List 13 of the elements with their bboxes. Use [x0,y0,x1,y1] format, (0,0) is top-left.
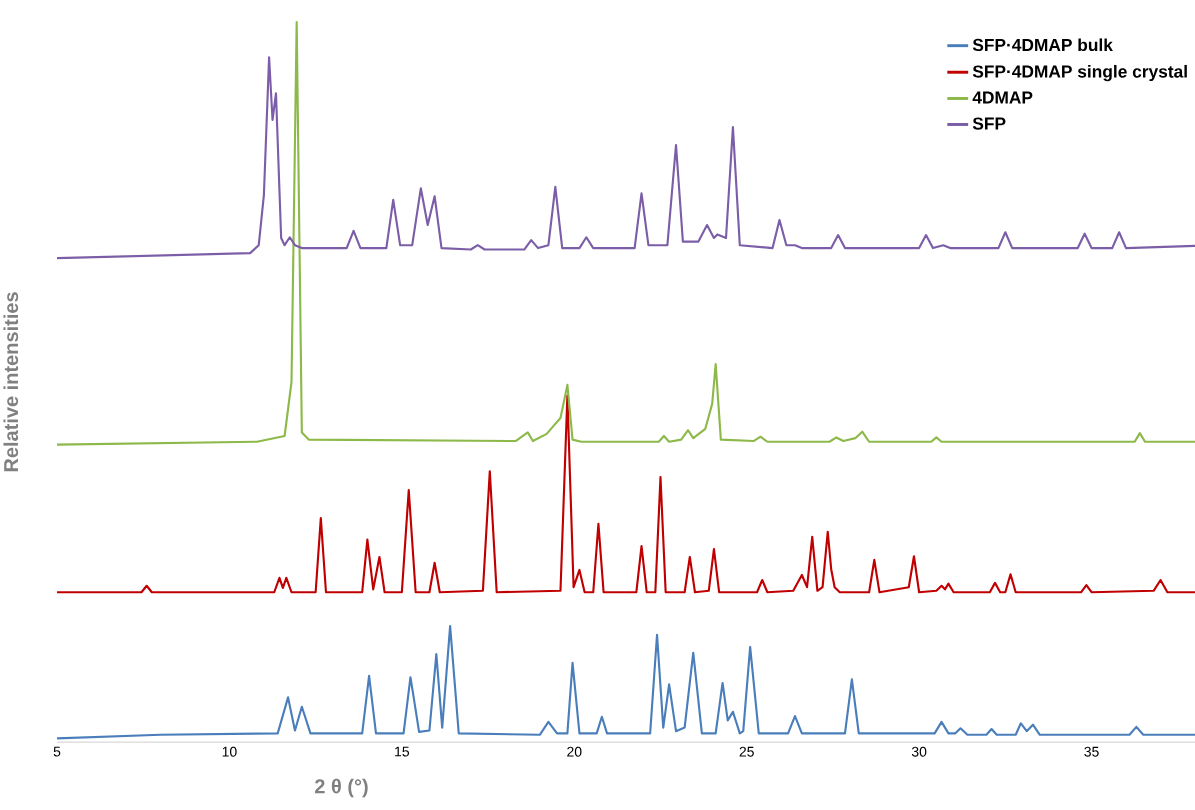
x-tick-label: 15 [395,746,410,757]
x-tick-label: 25 [739,746,754,757]
x-tick-label: 20 [567,746,582,757]
y-axis-title: Relative intensities [3,292,19,472]
x-tick-label: 5 [53,746,61,757]
x-tick-label: 10 [222,746,237,757]
legend-label: 4DMAP [972,91,1033,104]
x-tick-label: 35 [1084,746,1099,757]
legend-label: SFP [972,117,1006,130]
x-tick-label: 30 [911,746,927,757]
legend-label: SFP·4DMAP single crystal [972,64,1187,82]
x-axis-title: 2 θ (°) [315,778,368,798]
legend-label: SFP·4DMAP bulk [972,38,1113,52]
